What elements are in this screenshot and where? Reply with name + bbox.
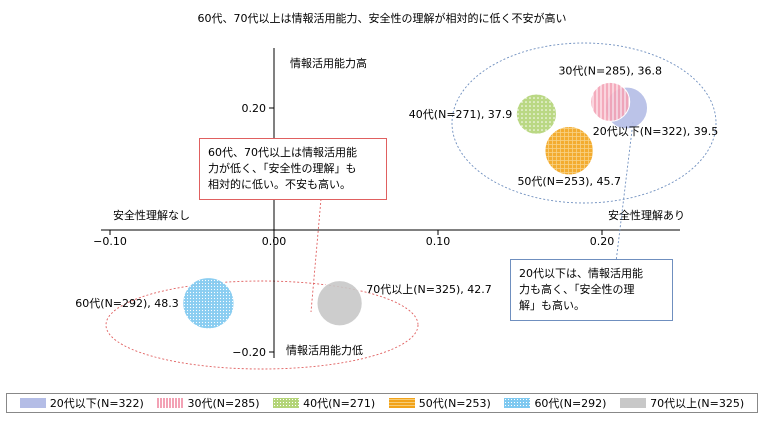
- bubble-3: [544, 125, 594, 176]
- y-tick-label: −0.20: [232, 346, 266, 359]
- x-axis-label-max: 安全性理解あり: [608, 208, 685, 222]
- x-axis-ticks: −0.10 0.00 0.10 0.20: [93, 230, 614, 248]
- bubble-label-2: 40代(N=271), 37.9: [409, 108, 513, 121]
- x-tick-label: 0.20: [590, 235, 615, 248]
- bubble-label-4: 60代(N=292), 48.3: [75, 297, 179, 310]
- legend-item-4: 60代(N=292): [504, 395, 606, 411]
- x-tick-label: 0.10: [426, 235, 451, 248]
- chart-title: 60代、70代以上は情報活用能力、安全性の理解が相対的に低く不安が高い: [198, 11, 567, 25]
- group-ellipse-20s-50s: [451, 42, 717, 204]
- bubble-label-1: 30代(N=285), 36.8: [558, 64, 662, 77]
- bubble-label-5: 70代以上(N=325), 42.7: [366, 283, 492, 296]
- bubble-label-3: 50代(N=253), 45.7: [517, 175, 621, 188]
- legend-swatch: [273, 398, 300, 408]
- legend-item-5: 70代以上(N=325): [620, 395, 744, 411]
- bubble-label-layer: 20代以下(N=322), 39.5 30代(N=285), 36.8 40代(N=…: [75, 64, 718, 310]
- legend-label: 30代(N=285): [187, 397, 260, 410]
- x-tick-label: −0.10: [93, 235, 127, 248]
- legend-label: 60代(N=292): [534, 397, 607, 410]
- bubble-1: [590, 81, 631, 122]
- legend-swatch: [620, 398, 647, 408]
- group-ellipse-60s-70s: [105, 280, 419, 370]
- legend-label: 20代以下(N=322): [49, 397, 144, 410]
- legend-item-0: 20代以下(N=322): [19, 395, 144, 411]
- callout-pointers: [310, 121, 634, 313]
- y-axis-label-min: 情報活用能力低: [286, 343, 363, 357]
- pointer-20s: [615, 121, 634, 263]
- x-tick-label: 0.00: [262, 235, 287, 248]
- legend-swatch: [504, 398, 531, 408]
- pointer-60s: [310, 198, 322, 313]
- legend-item-3: 50代(N=253): [388, 395, 491, 411]
- bubble-layer: [182, 81, 649, 330]
- legend-swatch: [388, 398, 415, 408]
- legend-label: 70代以上(N=325): [650, 397, 745, 410]
- legend-swatch: [157, 398, 184, 408]
- bubble-label-0: 20代以下(N=322), 39.5: [593, 125, 719, 138]
- annotation-60s-70s: 60代、70代以上は情報活用能 力が低く、「安全性の理解」も 相対的に低い。不安…: [199, 138, 387, 200]
- legend-item-1: 30代(N=285): [157, 395, 260, 411]
- bubble-2: [515, 93, 557, 135]
- x-axis-label-min: 安全性理解なし: [113, 208, 190, 222]
- legend-label: 40代(N=271): [303, 397, 376, 410]
- annotation-20s: 20代以下は、情報活用能 力も高く、「安全性の理 解」も高い。: [510, 259, 673, 321]
- y-axis-ticks: 0.20 −0.20: [232, 102, 274, 359]
- legend-label: 50代(N=253): [418, 397, 491, 410]
- legend: 20代以下(N=322) 30代(N=285) 40代(N=271) 50代(N=25…: [6, 393, 758, 413]
- y-tick-label: 0.20: [242, 102, 267, 115]
- y-axis-label-max: 情報活用能力高: [290, 56, 367, 70]
- legend-swatch: [19, 398, 46, 408]
- bubble-4: [182, 277, 235, 330]
- bubble-5: [316, 280, 363, 327]
- legend-item-2: 40代(N=271): [273, 395, 375, 411]
